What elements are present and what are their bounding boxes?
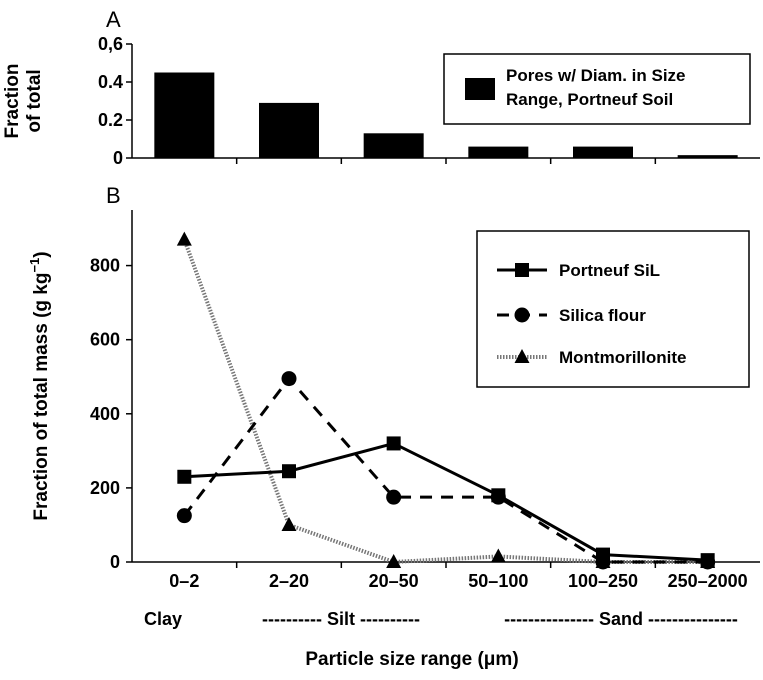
panel-b-y-tick-label: 400 <box>90 404 120 424</box>
panel-b-x-tick-label: 20–50 <box>369 571 419 591</box>
legend-label-portneuf-sil: Portneuf SiL <box>559 261 660 280</box>
panel-a-legend-label: Pores w/ Diam. in Size <box>506 66 686 85</box>
panel-b-x-tick-label: 250–2000 <box>668 571 748 591</box>
legend-label-montmorillonite: Montmorillonite <box>559 348 686 367</box>
panel-a-legend-label: Range, Portneuf Soil <box>506 90 673 109</box>
panel-a-legend-swatch <box>465 78 495 100</box>
point-portneuf-sil <box>596 547 610 562</box>
series-line-portneuf-sil <box>184 441 708 562</box>
panel-b-letter: B <box>106 183 121 208</box>
panel-b-y-tick-label: 800 <box>90 256 120 276</box>
panel-b-y-axis-title-main: Fraction of total mass (g kg <box>31 273 52 521</box>
panel-a-y-tick-label: 0 <box>113 148 123 168</box>
panel-b-x-tick-label: 0–2 <box>169 571 199 591</box>
panel-a-bar <box>677 155 738 158</box>
point-montmorillonite <box>281 516 297 531</box>
panel-b-x-axis-title: Particle size range (μm) <box>305 649 518 670</box>
panel-b-y-axis-title-close: ) <box>31 251 52 257</box>
panel-a-bar <box>363 133 424 158</box>
point-portneuf-sil <box>386 436 401 451</box>
panel-b-y-axis-title-sup: −1 <box>27 258 42 273</box>
panel-a-y-axis-title-line: of total <box>24 69 45 132</box>
point-portneuf-sil <box>177 469 192 484</box>
point-montmorillonite <box>176 231 192 246</box>
panel-a-y-axis-title: Fractionof total <box>2 64 45 139</box>
panel-a-bar <box>259 102 319 158</box>
panel-b-x-tick-label: 50–100 <box>468 571 528 591</box>
panel-a-y-tick-label: 0,6 <box>98 34 123 54</box>
panel-a-bar <box>573 146 633 158</box>
point-portneuf-sil <box>700 553 715 568</box>
panel-a-bar <box>468 146 529 158</box>
point-silica-flour <box>386 489 402 505</box>
panel-a-letter: A <box>106 7 121 32</box>
panel-b-y-tick-label: 0 <box>110 552 120 572</box>
point-montmorillonite <box>386 554 402 568</box>
panel-b-x-tick-label: 100–250 <box>568 571 638 591</box>
legend-label-silica-flour: Silica flour <box>559 306 646 325</box>
panel-a-bar <box>154 72 215 158</box>
point-silica-flour <box>176 508 192 524</box>
point-portneuf-sil <box>282 464 296 479</box>
legend-marker-montmorillonite <box>514 349 530 363</box>
legend-marker-silica-flour <box>514 307 530 323</box>
panel-b-y-tick-label: 200 <box>90 478 120 498</box>
point-montmorillonite <box>490 548 506 563</box>
size-class-silt: ---------- Silt ---------- <box>262 609 420 629</box>
size-class-clay: Clay <box>144 609 182 629</box>
point-portneuf-sil <box>491 488 506 503</box>
panel-b-y-tick-label: 600 <box>90 330 120 350</box>
panel-a-y-axis-title-line: Fraction <box>2 64 23 139</box>
panel-b-x-tick-label: 2–20 <box>269 571 309 591</box>
legend-marker-portneuf-sil <box>515 263 529 277</box>
point-silica-flour <box>281 371 297 387</box>
size-class-sand: --------------- Sand --------------- <box>504 609 738 629</box>
series-portneuf-sil <box>177 436 715 568</box>
panel-a-y-tick-label: 0.4 <box>98 72 123 92</box>
series-line-silica-flour <box>183 376 708 564</box>
panel-b-y-axis-title: Fraction of total mass (g kg−1) <box>27 251 52 520</box>
panel-a-y-tick-label: 0.2 <box>98 110 123 130</box>
